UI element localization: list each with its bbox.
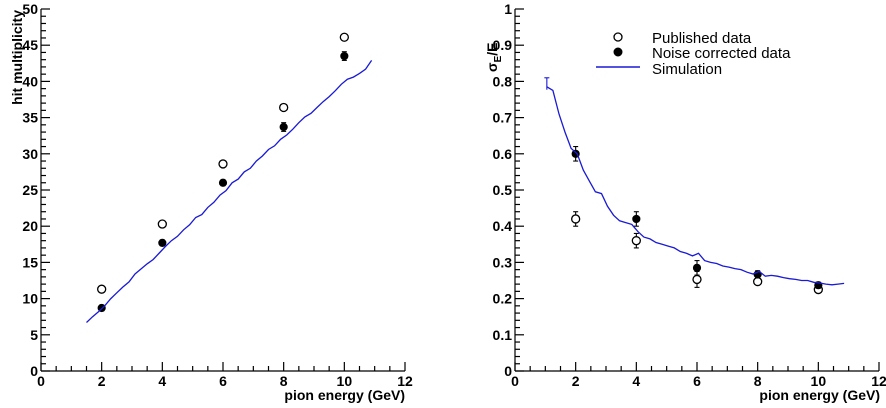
energy-resolution-chart: 0 2 4 6 8 10 12 0 0.1 0.2 0.3 0.4 0.5 0.6 0.7 0.8 0.9 1 p…: [484, 1, 886, 403]
legend: Published data Noise corrected data Simu…: [596, 30, 791, 78]
y-tick-label: 0.6: [493, 146, 513, 162]
y-tick-label: 0: [30, 363, 38, 379]
simulation-line: [86, 60, 373, 323]
simulation-line: [546, 86, 845, 286]
filled-circle-point: [340, 51, 349, 61]
x-tick-label: 0: [37, 373, 45, 389]
data-marks: [86, 32, 373, 323]
y-tick-label: 45: [22, 37, 38, 53]
x-tick-label: 12: [871, 373, 886, 389]
filled-circle-point: [279, 122, 288, 132]
legend-label-simulation: Simulation: [652, 61, 722, 78]
legend-item-published: Published data: [613, 30, 752, 47]
legend-open-circle-marker: [613, 32, 623, 42]
filled-circle-point: [158, 238, 167, 247]
open-circle-point: [339, 32, 349, 42]
open-circle-point: [692, 274, 702, 285]
axes: 0 2 4 6 8 10 12 0 5 10 15 20 25 30 35 40 45 50: [22, 1, 413, 389]
y-tick-label: 30: [22, 146, 38, 162]
y-tick-label: 0.2: [493, 291, 513, 307]
x-tick-label: 8: [754, 373, 762, 389]
data-marks: [544, 77, 845, 295]
y-tick-label: 0.5: [493, 182, 513, 198]
filled-circle-point: [632, 214, 641, 224]
x-tick-label: 12: [397, 373, 413, 389]
x-axis-label: pion energy (GeV): [284, 387, 405, 403]
x-tick-label: 0: [511, 373, 519, 389]
filled-circle-point: [218, 178, 228, 187]
legend-label-noise-corrected: Noise corrected data: [652, 45, 791, 62]
y-tick-label: 15: [22, 254, 38, 270]
y-tick-label: 1: [504, 1, 512, 17]
x-tick-label: 4: [632, 373, 640, 389]
y-tick-label: 10: [22, 291, 38, 307]
axes: 0 2 4 6 8 10 12 0 0.1 0.2 0.3 0.4 0.5 0.6 0.7 0.8 0.9 1: [493, 1, 886, 389]
open-circle-point: [157, 219, 167, 229]
x-tick-label: 2: [98, 373, 106, 389]
y-tick-label: 5: [30, 327, 38, 343]
y-axis-label-sigma: σ: [484, 62, 500, 72]
x-tick-label: 10: [811, 373, 827, 389]
legend-label-published: Published data: [652, 30, 752, 47]
y-axis-label-tail: /E: [484, 43, 500, 56]
y-tick-label: 25: [22, 182, 38, 198]
y-tick-label: 0: [504, 363, 512, 379]
y-tick-label: 50: [22, 1, 38, 17]
x-tick-label: 10: [337, 373, 353, 389]
y-axis-label: σE/E: [484, 43, 504, 72]
y-tick-label: 40: [22, 73, 38, 89]
y-tick-label: 0.4: [493, 218, 513, 234]
open-circle-point: [753, 276, 763, 287]
hit-multiplicity-chart: 0 2 4 6 8 10 12 0 5 10 15 20 25 30 35 40 45 50 pion energ…: [9, 1, 413, 403]
x-axis-label: pion energy (GeV): [759, 387, 880, 403]
y-tick-label: 0.1: [493, 327, 513, 343]
legend-item-simulation: Simulation: [596, 61, 722, 78]
open-circle-point: [97, 284, 107, 294]
filled-circle-point: [692, 263, 702, 272]
x-tick-label: 6: [693, 373, 701, 389]
y-tick-label: 0.9: [493, 37, 513, 53]
open-circle-point: [631, 236, 641, 246]
x-tick-label: 8: [280, 373, 288, 389]
x-tick-label: 4: [158, 373, 166, 389]
open-circle-point: [218, 159, 228, 169]
open-circle-point: [279, 102, 289, 113]
y-tick-label: 0.3: [493, 254, 513, 270]
legend-item-noise-corrected: Noise corrected data: [613, 45, 791, 62]
open-circle-point: [571, 214, 581, 224]
y-axis-label: hit multiplicity: [9, 10, 25, 105]
y-tick-label: 0.7: [493, 110, 513, 126]
y-tick-label: 35: [22, 110, 38, 126]
x-tick-label: 6: [219, 373, 227, 389]
legend-filled-circle-marker: [613, 47, 623, 57]
y-axis-label-subscript: E: [493, 55, 504, 62]
y-tick-label: 0.8: [493, 73, 513, 89]
y-tick-label: 20: [22, 218, 38, 234]
x-tick-label: 2: [572, 373, 580, 389]
